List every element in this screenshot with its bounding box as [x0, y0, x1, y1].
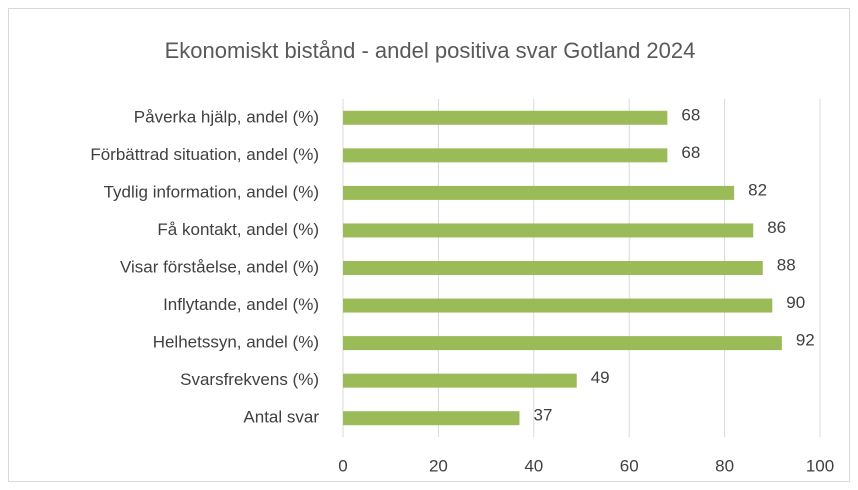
- data-label: 90: [786, 293, 805, 312]
- y-tick-label: Antal svar: [243, 408, 319, 427]
- x-tick-label: 100: [806, 456, 834, 475]
- data-label: 86: [767, 218, 786, 237]
- bar: [343, 185, 735, 200]
- x-tick-label: 80: [715, 456, 734, 475]
- bar: [343, 298, 773, 313]
- chart-border: [8, 8, 850, 482]
- data-label: 49: [591, 368, 610, 387]
- x-tick-label: 0: [338, 456, 347, 475]
- data-label: 68: [681, 143, 700, 162]
- y-tick-label: Visar förståelse, andel (%): [120, 257, 319, 276]
- chart-title: Ekonomiskt bistånd - andel positiva svar…: [165, 38, 696, 63]
- bar: [343, 223, 754, 238]
- y-tick-label: Förbättrad situation, andel (%): [90, 145, 319, 164]
- y-tick-label: Inflytande, andel (%): [163, 295, 319, 314]
- bar: [343, 110, 668, 125]
- bar: [343, 411, 520, 426]
- data-label: 68: [681, 105, 700, 124]
- y-tick-label: Helhetssyn, andel (%): [153, 333, 319, 352]
- x-tick-label: 60: [620, 456, 639, 475]
- x-tick-label: 20: [429, 456, 448, 475]
- bar: [343, 373, 577, 388]
- data-label: 37: [533, 406, 552, 425]
- y-tick-label: Påverka hjälp, andel (%): [134, 107, 319, 126]
- bar: [343, 261, 763, 275]
- y-tick-label: Få kontakt, andel (%): [157, 220, 319, 239]
- y-tick-label: Tydlig information, andel (%): [104, 182, 319, 201]
- x-tick-label: 40: [524, 456, 543, 475]
- data-label: 82: [748, 180, 767, 199]
- bar: [343, 148, 668, 163]
- y-tick-label: Svarsfrekvens (%): [180, 370, 319, 389]
- bar: [343, 336, 782, 351]
- data-label: 88: [777, 255, 796, 274]
- data-label: 92: [796, 331, 815, 350]
